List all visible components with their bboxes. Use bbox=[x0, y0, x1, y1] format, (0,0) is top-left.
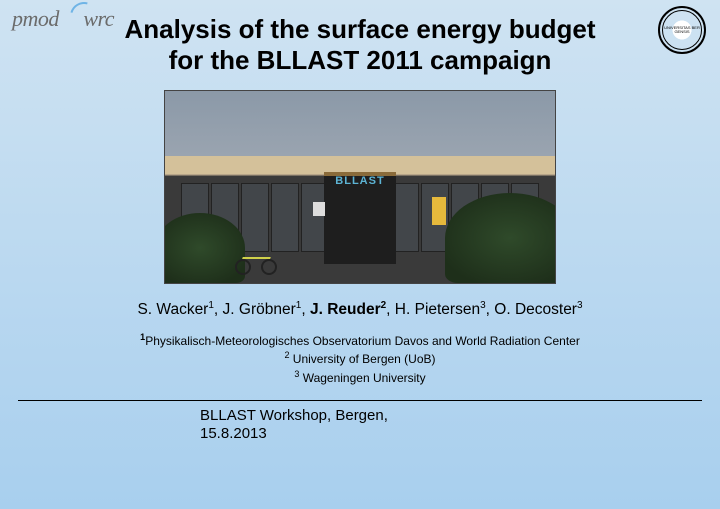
logo-university-text: UNIVERSITAS BERGENSIS bbox=[664, 26, 700, 34]
author-sup: 1 bbox=[208, 300, 214, 311]
photo-notice bbox=[313, 202, 325, 216]
author-sup: 3 bbox=[480, 300, 486, 311]
building-photo: BLLAST bbox=[164, 90, 556, 284]
affil-text: University of Bergen (UoB) bbox=[289, 352, 435, 366]
author-sup: 1 bbox=[296, 300, 302, 311]
author-sup: 2 bbox=[381, 300, 387, 311]
author: O. Decoster bbox=[494, 301, 577, 318]
divider bbox=[18, 400, 702, 401]
author-list: S. Wacker1, J. Gröbner1, J. Reuder2, H. … bbox=[0, 300, 720, 319]
footer-date: 15.8.2013 bbox=[200, 425, 720, 444]
photo-bike bbox=[235, 249, 277, 275]
logo-university-bergen: UNIVERSITAS BERGENSIS bbox=[658, 6, 706, 54]
author: S. Wacker bbox=[137, 301, 208, 318]
author: J. Gröbner bbox=[223, 301, 296, 318]
affiliation-line: 2 University of Bergen (UoB) bbox=[0, 349, 720, 367]
author-presenter: J. Reuder bbox=[310, 301, 381, 318]
photo-bush-left bbox=[164, 213, 245, 283]
photo-poster bbox=[432, 197, 446, 225]
affiliation-line: 1Physikalisch-Meteorologisches Observato… bbox=[0, 331, 720, 349]
author: H. Pietersen bbox=[395, 301, 480, 318]
logo-pmod-wrc: pmod wrc bbox=[12, 6, 152, 42]
photo-pane bbox=[271, 183, 299, 252]
affil-text: Physikalisch-Meteorologisches Observator… bbox=[145, 334, 580, 348]
author-sup: 3 bbox=[577, 300, 583, 311]
bike-frame-icon bbox=[239, 257, 271, 267]
title-line-2: for the BLLAST 2011 campaign bbox=[0, 45, 720, 76]
affil-text: Wageningen University bbox=[299, 371, 425, 385]
footer-block: BLLAST Workshop, Bergen, 15.8.2013 bbox=[200, 407, 720, 445]
photo-bush-right bbox=[445, 193, 556, 283]
affiliations: 1Physikalisch-Meteorologisches Observato… bbox=[0, 331, 720, 386]
affiliation-line: 3 Wageningen University bbox=[0, 368, 720, 386]
photo-sign-text: BLLAST bbox=[335, 175, 384, 187]
photo-pane bbox=[241, 183, 269, 252]
logo-pmod-text: pmod bbox=[12, 6, 59, 31]
footer-venue: BLLAST Workshop, Bergen, bbox=[200, 407, 720, 426]
